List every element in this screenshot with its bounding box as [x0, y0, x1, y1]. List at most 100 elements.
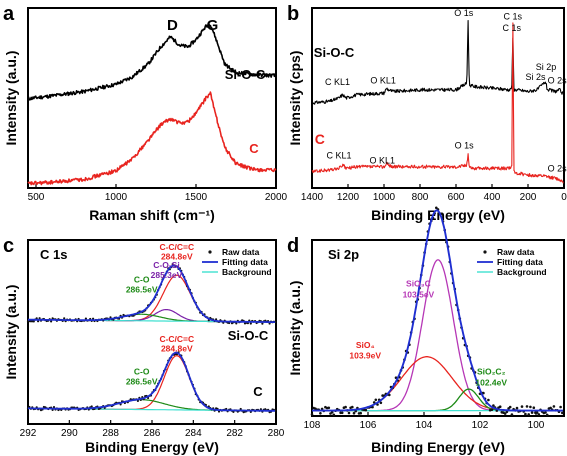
panel-c-xtick-label: 284 — [185, 428, 202, 439]
panel-d-legend-label: Background — [497, 267, 547, 277]
panel-c-raw-point — [50, 320, 53, 323]
panel-d-raw-point — [552, 405, 556, 408]
panel-c-legend-label: Raw data — [222, 247, 260, 257]
panel-c-raw-point — [90, 405, 93, 408]
panel-c-annotation: 286.5eV — [126, 285, 158, 295]
panel-b-annotation: O 1s — [455, 141, 475, 151]
panel-c-xtick-label: 286 — [144, 428, 161, 439]
panel-d-legend-label: Fitting data — [497, 257, 543, 267]
panel-d-raw-point — [347, 411, 351, 415]
panel-c-annotation: C-O-Si — [153, 260, 179, 270]
panel-d-raw-point — [388, 393, 391, 397]
panel-d-xtick-label: 104 — [416, 420, 433, 431]
panel-d-annotation: 103.5eV — [403, 289, 435, 299]
panel-c-raw-point — [171, 263, 174, 266]
panel-b-ylabel: Intensity (cps) — [287, 51, 303, 146]
panel-d-raw-point — [435, 206, 438, 210]
panel-c-raw-point — [259, 408, 262, 411]
panel-b-xtick-label: 1000 — [373, 192, 396, 203]
panel-d-raw-point — [544, 411, 547, 414]
panel-d-raw-point — [330, 411, 334, 414]
panel-b-xtick-label: 600 — [448, 192, 465, 203]
panel-c-raw-point — [38, 317, 41, 320]
panel-d-raw-point — [530, 411, 534, 414]
panel-d-title: Si 2p — [328, 247, 359, 262]
panel-d-fit-line — [312, 209, 563, 412]
panel-d-annotation: SiO₃C — [406, 279, 431, 289]
panel-c-raw-point — [261, 322, 264, 325]
panel-a-series-line — [27, 91, 277, 186]
panel-d-raw-point — [549, 406, 552, 410]
panel-d-ylabel: Intensity (a.u.) — [287, 281, 303, 376]
panel-c-legend-label: Fitting data — [222, 257, 268, 267]
panel-c-raw-point — [235, 322, 238, 325]
panel-d-raw-point — [379, 401, 383, 405]
panel-d-legend-marker-raw — [483, 250, 487, 254]
panel-b-annotation: C KL1 — [325, 77, 350, 87]
panel-a-series-line — [27, 23, 277, 101]
panel-b-annotation: O 2s — [548, 75, 567, 85]
panel-b-annotation: C — [315, 131, 325, 147]
panel-c-xtick-label: 282 — [226, 428, 243, 439]
panel-d-raw-point — [510, 413, 514, 416]
panel-c-annotation: C-C/C=C — [159, 334, 194, 344]
panel-d-raw-point — [332, 413, 336, 417]
panel-c-sample-label: Si-O-C — [228, 328, 269, 343]
panel-b-annotation: O KL1 — [370, 75, 396, 85]
panel-c-raw-point — [249, 322, 252, 325]
panel-c-xtick-label: 280 — [268, 428, 285, 439]
panel-d-xtick-label: 102 — [472, 420, 489, 431]
panel-c-raw-point — [136, 399, 139, 402]
panel-c-legend-label: Background — [222, 267, 272, 277]
panel-c-sample-label: C — [253, 384, 263, 399]
panel-d-raw-point — [524, 412, 527, 416]
panel-d-annotation: SiO₄ — [356, 340, 375, 350]
panel-c-raw-point — [63, 317, 66, 320]
panel-b-annotation: C 1s — [503, 11, 522, 21]
panel-d-raw-point — [545, 413, 549, 417]
panel-b-xtick-label: 400 — [484, 192, 501, 203]
panel-d-raw-point — [492, 404, 495, 407]
panel-a-legend-c: C — [249, 141, 259, 156]
panel-d-raw-point — [340, 411, 344, 415]
panel-d-annotation: 102.4eV — [475, 377, 507, 387]
panel-c-raw-point — [215, 318, 218, 321]
panel-label-a: a — [3, 3, 15, 25]
panel-d-raw-point — [535, 411, 539, 414]
panel-a-frame — [27, 7, 277, 189]
panel-d-raw-point — [508, 405, 512, 409]
panel-b-annotation: Si 2p — [536, 62, 557, 72]
panel-c-annotation: C-O — [134, 367, 150, 377]
panel-b-xtick-label: 800 — [412, 192, 429, 203]
panel-d-raw-point — [374, 398, 378, 402]
panel-d-raw-point — [319, 412, 322, 415]
panel-d-raw-point — [490, 408, 494, 412]
panel-d-raw-point — [532, 406, 536, 410]
panel-b-xtick-label: 1400 — [301, 192, 324, 203]
panel-d-raw-point — [527, 413, 530, 416]
panel-d-raw-point — [529, 405, 532, 409]
panel-d-raw-point — [515, 406, 519, 410]
panel-c-raw-point — [35, 317, 38, 320]
panel-d-raw-point — [525, 405, 529, 408]
panel-a-xtick-label: 500 — [28, 192, 45, 203]
panel-d-raw-point — [537, 413, 541, 416]
panel-d-legend-label: Raw data — [497, 247, 535, 257]
panel-d-raw-point — [310, 413, 314, 416]
panel-b-annotation: Si 2s — [526, 72, 547, 82]
panel-c-annotation: 285.3eV — [151, 270, 183, 280]
panel-d-xtick-label: 106 — [360, 420, 377, 431]
panel-d-raw-point — [364, 408, 368, 412]
panel-a-xtick-label: 2000 — [265, 192, 288, 203]
panel-b-xtick-label: 200 — [520, 192, 537, 203]
panel-c-fit-line — [28, 351, 275, 412]
panel-d-annotation: SiO₂C₂ — [477, 367, 506, 377]
panel-c-raw-point — [84, 317, 87, 320]
panel-b-annotation: C KL1 — [326, 151, 351, 161]
panel-c-annotation: 284.8eV — [161, 252, 193, 262]
panel-d-raw-point — [503, 412, 507, 415]
panel-c-xtick-label: 288 — [102, 428, 119, 439]
panel-d-component-curve — [312, 356, 563, 412]
panel-c-title: C 1s — [40, 247, 67, 262]
panel-c-ylabel: Intensity (a.u.) — [3, 285, 19, 380]
